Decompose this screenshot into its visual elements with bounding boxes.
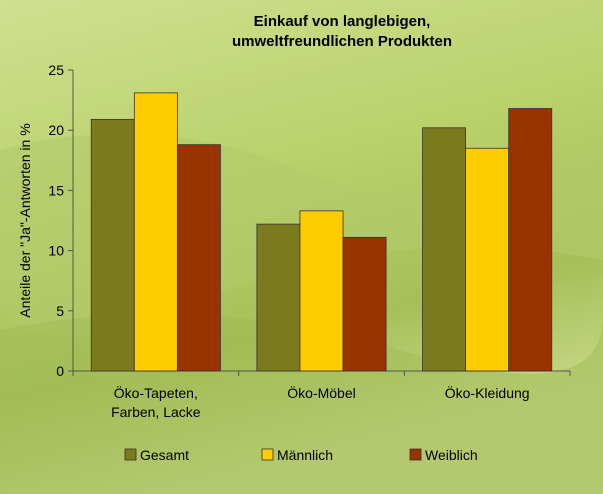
- y-tick-label: 25: [48, 62, 64, 78]
- y-tick-label: 20: [48, 122, 64, 138]
- bar: [256, 223, 301, 372]
- x-tick-label: Öko-Tapeten, Farben, Lacke: [111, 384, 201, 420]
- legend-swatch: [124, 448, 137, 461]
- chart-title: Einkauf von langlebigen, umweltfreundlich…: [232, 13, 452, 50]
- legend-label: Männlich: [277, 447, 333, 463]
- bar: [133, 92, 178, 372]
- y-axis-label: Anteile der "Ja"-Antworten in %: [17, 123, 33, 317]
- bar: [342, 236, 387, 372]
- legend-swatch: [409, 448, 422, 461]
- bar: [176, 144, 221, 372]
- y-tick-label: 10: [48, 243, 64, 259]
- y-tick-label: 5: [56, 303, 64, 319]
- bar: [422, 127, 467, 372]
- y-tick-label: 15: [48, 182, 64, 198]
- legend-label: Gesamt: [140, 447, 189, 463]
- bar: [299, 210, 344, 372]
- x-tick-label: Öko-Kleidung: [445, 384, 530, 401]
- legend-swatch: [261, 448, 274, 461]
- x-tick-label: Öko-Möbel: [287, 384, 355, 401]
- y-tick-label: 0: [56, 363, 64, 379]
- bar: [508, 108, 553, 372]
- bar: [465, 147, 510, 372]
- bar: [90, 118, 135, 372]
- legend-label: Weiblich: [425, 447, 478, 463]
